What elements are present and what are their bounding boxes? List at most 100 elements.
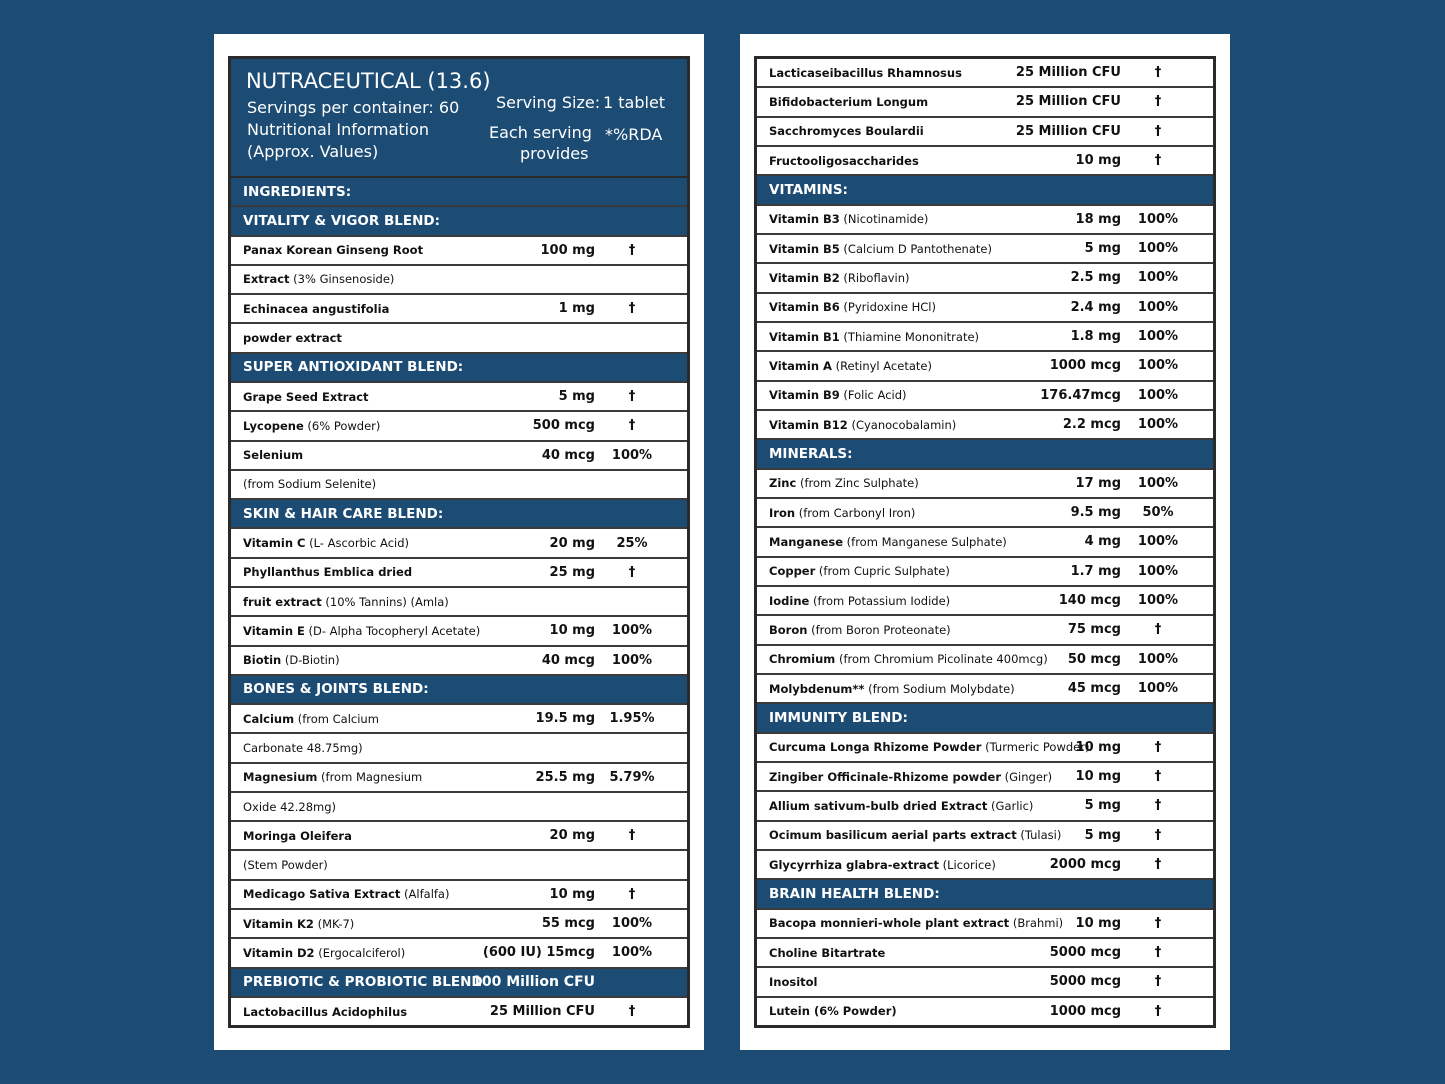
ingredient-name: Molybdenum** (from Sodium Molybdate) [769,682,1015,696]
ingredient-row: powder extract [231,324,687,354]
ingredient-rda: † [628,886,636,902]
ingredient-row: Vitamin B6 (Pyridoxine HCl) 2.4 mg 100% [757,294,1213,323]
ingredient-amount: 50 mcg [1067,651,1121,667]
servings-per-container: Servings per container: 60 [247,98,460,117]
ingredient-row: Inositol 5000 mcg † [757,968,1213,998]
ingredient-amount: 1000 mcg [1049,1003,1121,1019]
ingredient-name-bold: Extract [243,272,290,287]
ingredient-name-bold: Curcuma Longa Rhizome Powder [769,740,982,755]
ingredient-rda: † [1154,827,1162,843]
ingredient-row: Selenium 40 mcg 100% [231,442,687,471]
ingredient-name: powder extract [243,331,342,345]
ingredient-rda: † [628,564,636,580]
ingredient-name-detail: (from Calcium [294,711,379,726]
ingredient-row: Allium sativum-bulb dried Extract (Garli… [757,792,1213,822]
ingredient-rda: † [1154,123,1162,139]
ingredient-row: Phyllanthus Emblica dried 25 mg † [231,559,687,588]
section-title: VITALITY & VIGOR BLEND: [243,212,441,229]
ingredient-name: Allium sativum-bulb dried Extract (Garli… [769,799,1033,813]
ingredient-name-bold: Choline Bitartrate [769,945,886,960]
ingredient-rda: † [1154,974,1162,990]
ingredient-row: Vitamin A (Retinyl Acetate) 1000 mcg 100% [757,352,1213,382]
ingredient-name: Ocimum basilicum aerial parts extract (T… [769,828,1061,842]
ingredient-amount: 4 mg [1084,534,1121,550]
ingredient-amount: 2000 mcg [1049,857,1121,873]
section-header: VITAMINS: [757,176,1213,206]
ingredient-amount: 10 mg [1075,153,1121,169]
ingredient-name-detail: (from Magnesium [317,770,423,785]
serving-size-label: Serving Size: [496,93,601,112]
ingredient-amount: (600 IU) 15mcg [482,945,595,961]
ingredient-rda: † [1154,153,1162,169]
ingredient-name-bold: Vitamin B2 [769,270,840,285]
ingredient-name-bold: Vitamin D2 [243,945,315,960]
ingredient-name: Iron (from Carbonyl Iron) [769,506,915,520]
ingredient-row: Panax Korean Ginseng Root 100 mg † [231,237,687,266]
section-title: BONES & JOINTS BLEND: [243,681,429,698]
ingredient-row: Iron (from Carbonyl Iron) 9.5 mg 50% [757,499,1213,529]
ingredient-rda: † [1154,739,1162,755]
ingredient-row: Bifidobacterium Longum 25 Million CFU † [757,88,1213,118]
ingredient-rda: † [628,301,636,317]
ingredient-name-detail: (Licorice) [938,857,996,872]
provides-label: provides [520,144,589,163]
ingredient-row: Medicago Sativa Extract (Alfalfa) 10 mg † [231,881,687,911]
ingredient-name-detail: (from Potassium Iodide) [809,593,951,608]
ingredient-rda: † [1154,622,1162,638]
ingredient-row: Vitamin K2 (MK-7) 55 mcg 100% [231,910,687,940]
ingredient-amount: 25 mg [549,564,595,580]
ingredient-name-detail: (Turmeric Powder) [981,740,1090,755]
ingredient-row: Chromium (from Chromium Picolinate 400mc… [757,646,1213,675]
each-serving-label: Each serving [489,123,592,142]
ingredient-amount: 2.5 mg [1070,270,1121,286]
ingredient-amount: 9.5 mg [1070,505,1121,521]
ingredient-rda: 100% [1137,329,1179,345]
section-title: PREBIOTIC & PROBIOTIC BLEND [243,974,483,991]
ingredient-name: (Stem Powder) [243,858,328,872]
ingredient-name-detail: (Alfalfa) [400,887,450,902]
ingredient-rda: † [1154,1003,1162,1019]
ingredient-row: Fructooligosaccharides 10 mg † [757,147,1213,177]
ingredient-name: Bacopa monnieri-whole plant extract (Bra… [769,916,1063,930]
ingredient-name-bold: Fructooligosaccharides [769,153,919,168]
serving-size-value: 1 tablet [603,93,666,112]
ingredient-amount: 17 mg [1075,475,1121,491]
ingredient-name-bold: Ocimum basilicum aerial parts extract [769,828,1017,843]
ingredient-rda: † [628,418,636,434]
ingredient-amount: 1 mg [558,301,595,317]
ingredient-row: Bacopa monnieri-whole plant extract (Bra… [757,910,1213,939]
ingredient-amount: 176.47mcg [1040,387,1121,403]
ingredient-name-bold: Phyllanthus Emblica dried [243,565,413,580]
ingredient-name: Choline Bitartrate [769,946,885,960]
ingredient-row: Vitamin D2 (Ergocalciferol) (600 IU) 15mc… [231,939,687,969]
ingredient-name: Calcium (from Calcium [243,712,379,726]
ingredient-name: Carbonate 48.75mg) [243,741,363,755]
ingredient-name-bold: Calcium [243,711,295,726]
ingredient-name-detail: (Brahmi) [1009,916,1064,931]
ingredient-amount: 55 mcg [541,916,595,932]
ingredient-row: (from Sodium Selenite) [231,471,687,501]
ingredient-row: Vitamin B9 (Folic Acid) 176.47mcg 100% [757,382,1213,411]
ingredient-amount: 10 mg [1075,769,1121,785]
ingredient-rda: 100% [611,652,653,668]
ingredient-name-detail: (D- Alpha Tocopheryl Acetate) [304,623,481,638]
ingredient-amount: 25 Million CFU [489,1004,595,1020]
ingredient-name-bold: Vitamin C [243,536,306,551]
section-title: VITAMINS: [769,181,848,198]
ingredient-row: Echinacea angustifolia 1 mg † [231,295,687,325]
ingredient-name-detail: (from Cupric Sulphate) [815,564,950,579]
section-header: IMMUNITY BLEND: [757,704,1213,734]
ingredient-row: Moringa Oleifera 20 mg † [231,822,687,852]
section-header: BRAIN HEALTH BLEND: [757,880,1213,910]
ingredient-rda: 100% [1137,534,1179,550]
ingredient-name: Vitamin K2 (MK-7) [243,917,354,931]
ingredient-name-detail: (Thiamine Mononitrate) [839,329,980,344]
ingredient-rda: 100% [1137,241,1179,257]
ingredient-name: Vitamin B12 (Cyanocobalamin) [769,418,956,432]
ingredient-row: Boron (from Boron Proteonate) 75 mcg † [757,616,1213,646]
ingredient-name: Panax Korean Ginseng Root [243,243,423,257]
ingredient-name-bold: fruit extract [243,594,322,609]
ingredient-name: Sacchromyces Boulardii [769,124,924,138]
ingredient-rda: † [1154,945,1162,960]
ingredient-name-bold: Vitamin B3 [769,212,840,227]
